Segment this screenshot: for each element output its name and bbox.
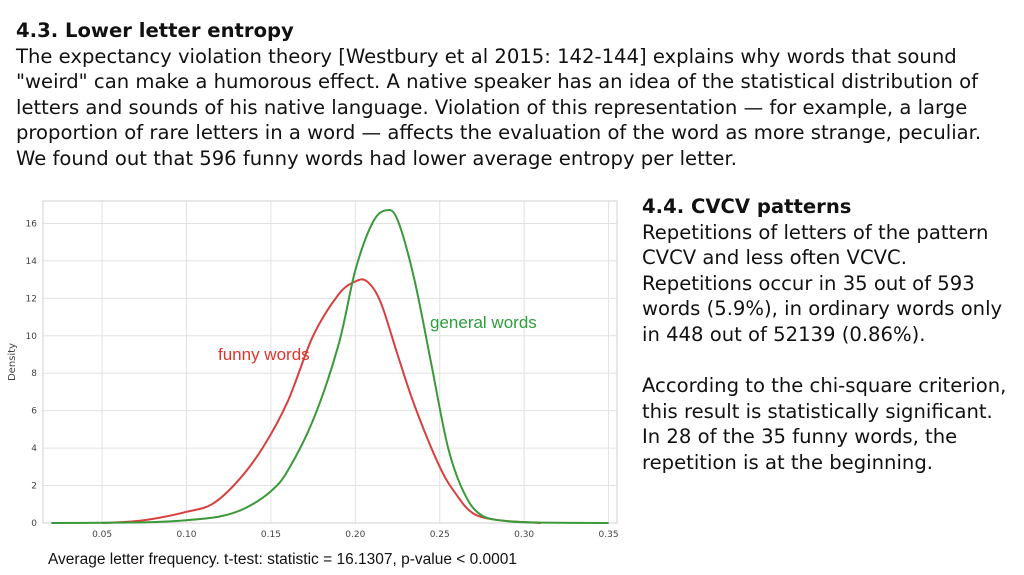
x-tick-label: 0.25 xyxy=(430,530,450,540)
x-tick-label: 0.20 xyxy=(345,530,365,540)
chart-lines xyxy=(51,208,609,524)
y-tick-label: 10 xyxy=(26,332,38,342)
section-4-3: 4.3. Lower letter entropy The expectancy… xyxy=(16,18,1011,172)
section-4-4: 4.4. CVCV patterns Repetitions of letter… xyxy=(642,194,1012,476)
y-tick-label: 4 xyxy=(31,444,37,454)
annotation-funny-words: funny words xyxy=(218,345,310,364)
section-4-4-paragraph-2: According to the chi-square criterion, t… xyxy=(642,374,1007,423)
y-tick-label: 2 xyxy=(31,482,37,492)
x-tick-label: 0.05 xyxy=(92,530,112,540)
series-line-general-words xyxy=(51,208,609,524)
section-4-4-title: 4.4. CVCV patterns xyxy=(642,195,852,218)
plot-frame xyxy=(42,200,618,524)
density-chart: 0 2 4 6 8 10 12 14 16 0.05 0.10 0.15 0.20 0.25 0.30 0.3… xyxy=(7,200,619,540)
y-tick-label: 8 xyxy=(31,369,37,379)
series-line-funny-words xyxy=(102,278,542,524)
y-tick-label: 6 xyxy=(31,407,37,417)
section-4-4-paragraph-1: Repetitions of letters of the pattern CV… xyxy=(642,220,1003,346)
x-tick-label: 0.30 xyxy=(514,530,534,540)
y-tick-label: 12 xyxy=(26,294,37,304)
y-axis-label: Density xyxy=(7,343,18,381)
chart-grid xyxy=(43,201,617,524)
x-tick-label: 0.35 xyxy=(599,530,619,540)
section-4-4-paragraph-3: In 28 of the 35 funny words, the repetit… xyxy=(642,425,958,474)
x-tick-label: 0.10 xyxy=(176,530,196,540)
annotation-general-words: general words xyxy=(430,313,537,332)
chart-caption: Average letter frequency. t-test: statis… xyxy=(48,551,518,568)
chart-axes: 0 2 4 6 8 10 12 14 16 0.05 0.10 0.15 0.20 0.25 0.30 0.3… xyxy=(26,200,619,540)
y-tick-label: 16 xyxy=(26,219,38,229)
section-4-3-body: The expectancy violation theory [Westbur… xyxy=(16,44,982,170)
y-tick-label: 14 xyxy=(26,257,38,267)
section-4-3-title: 4.3. Lower letter entropy xyxy=(16,19,294,42)
y-tick-label: 0 xyxy=(31,519,37,529)
x-tick-label: 0.15 xyxy=(261,530,281,540)
